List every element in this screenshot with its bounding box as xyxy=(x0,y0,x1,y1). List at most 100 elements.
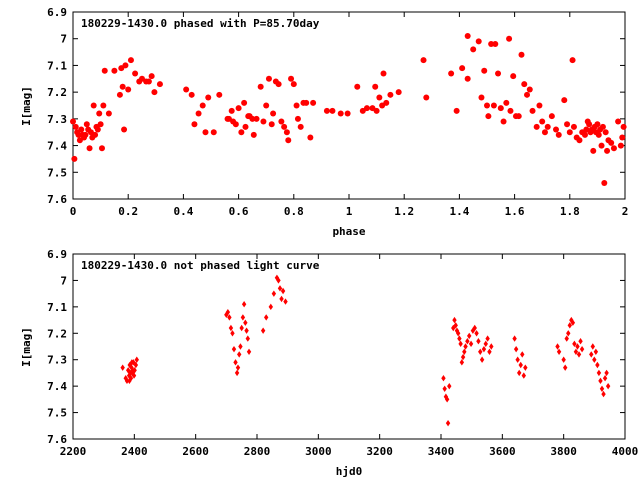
data-point xyxy=(605,382,611,390)
data-point xyxy=(235,105,242,112)
data-point xyxy=(71,155,78,162)
data-point xyxy=(442,385,447,392)
data-point xyxy=(307,134,314,141)
data-point xyxy=(484,102,490,109)
data-point xyxy=(457,335,462,342)
data-point xyxy=(576,351,582,358)
data-point xyxy=(441,375,446,382)
data-point xyxy=(453,107,460,114)
data-point xyxy=(520,351,525,358)
data-point xyxy=(86,145,93,152)
x-tick-label: 0.4 xyxy=(173,205,193,218)
y-tick-label: 7.2 xyxy=(47,327,67,340)
x-tick-label: 1.4 xyxy=(449,205,469,218)
data-point xyxy=(285,137,292,144)
x-tick-label: 3400 xyxy=(428,445,455,458)
data-point xyxy=(232,121,239,128)
data-point xyxy=(619,134,626,141)
data-point xyxy=(245,335,250,342)
data-point xyxy=(478,348,483,355)
x-axis-label: hjd0 xyxy=(336,465,363,478)
data-point xyxy=(512,335,517,342)
data-points xyxy=(70,33,627,186)
data-point xyxy=(460,353,466,361)
x-tick-label: 3200 xyxy=(366,445,393,458)
data-point xyxy=(225,308,231,316)
data-point xyxy=(601,179,608,186)
data-point xyxy=(556,348,562,355)
x-tick-label: 2200 xyxy=(60,445,87,458)
data-point xyxy=(97,121,104,128)
data-point xyxy=(235,364,241,371)
data-point xyxy=(70,118,76,125)
data-point xyxy=(507,107,514,114)
data-point xyxy=(237,351,242,358)
data-point xyxy=(485,335,490,342)
data-point xyxy=(487,348,492,355)
data-point xyxy=(566,330,571,337)
x-tick-label: 0.6 xyxy=(229,205,249,218)
plot-frame xyxy=(72,253,626,440)
y-tick-label: 7.3 xyxy=(47,113,67,126)
data-point xyxy=(133,361,139,369)
axis-ticks: 2200 2400 2600 2800 3000 3200 3400 3600 3800 4000… xyxy=(47,248,638,458)
data-point xyxy=(205,94,212,101)
data-point xyxy=(472,324,477,332)
data-point xyxy=(590,343,595,350)
x-tick-label: 1.6 xyxy=(505,205,525,218)
data-point xyxy=(216,91,223,98)
data-point xyxy=(555,131,562,138)
data-point xyxy=(604,147,611,154)
data-point xyxy=(575,343,580,350)
data-point xyxy=(121,126,128,133)
data-point xyxy=(420,57,427,64)
data-point xyxy=(617,142,624,149)
data-point xyxy=(566,129,573,136)
data-point xyxy=(279,295,284,303)
data-point xyxy=(228,324,234,332)
data-point xyxy=(567,322,572,329)
data-point xyxy=(268,303,273,311)
data-point xyxy=(383,99,390,106)
data-point xyxy=(608,139,615,146)
x-tick-label: 1.2 xyxy=(394,205,414,218)
data-point xyxy=(604,369,609,377)
data-point xyxy=(373,107,380,114)
data-point xyxy=(570,123,577,130)
x-tick-label: 3000 xyxy=(305,445,332,458)
data-point xyxy=(131,372,137,379)
x-axis-label: phase xyxy=(332,225,365,238)
panel-title: 180229-1430.0 phased with P=85.70day xyxy=(81,17,320,30)
data-point xyxy=(202,129,209,136)
y-tick-label: 7.4 xyxy=(47,380,67,393)
data-point xyxy=(283,298,288,305)
data-point xyxy=(239,324,244,332)
data-point xyxy=(594,121,601,128)
data-point xyxy=(517,369,522,377)
data-point xyxy=(238,129,245,136)
data-point xyxy=(183,86,190,93)
data-point xyxy=(598,377,603,385)
data-point xyxy=(129,359,135,366)
data-point xyxy=(620,123,627,130)
x-tick-label: 1.8 xyxy=(560,205,580,218)
data-point xyxy=(510,73,517,80)
data-point xyxy=(500,118,507,125)
data-point xyxy=(264,314,269,321)
y-tick-label: 7.6 xyxy=(47,193,67,206)
x-tick-label: 3800 xyxy=(550,445,577,458)
data-point xyxy=(464,33,471,40)
data-point xyxy=(234,369,240,377)
x-tick-label: 0 xyxy=(70,205,77,218)
data-point xyxy=(105,110,112,117)
data-point xyxy=(453,322,458,329)
data-point xyxy=(148,73,155,80)
data-point xyxy=(573,348,579,355)
data-point xyxy=(444,396,450,403)
data-point xyxy=(590,147,597,154)
data-point xyxy=(488,41,495,48)
data-point xyxy=(238,343,243,350)
y-tick-label: 7.6 xyxy=(47,433,67,446)
axis-ticks: 0 0.2 0.4 0.6 0.8 1 1.2 1.4 1.6 1.8 2 6.9 7 7.1 7.2 7.3… xyxy=(47,6,628,218)
data-point xyxy=(474,330,479,337)
